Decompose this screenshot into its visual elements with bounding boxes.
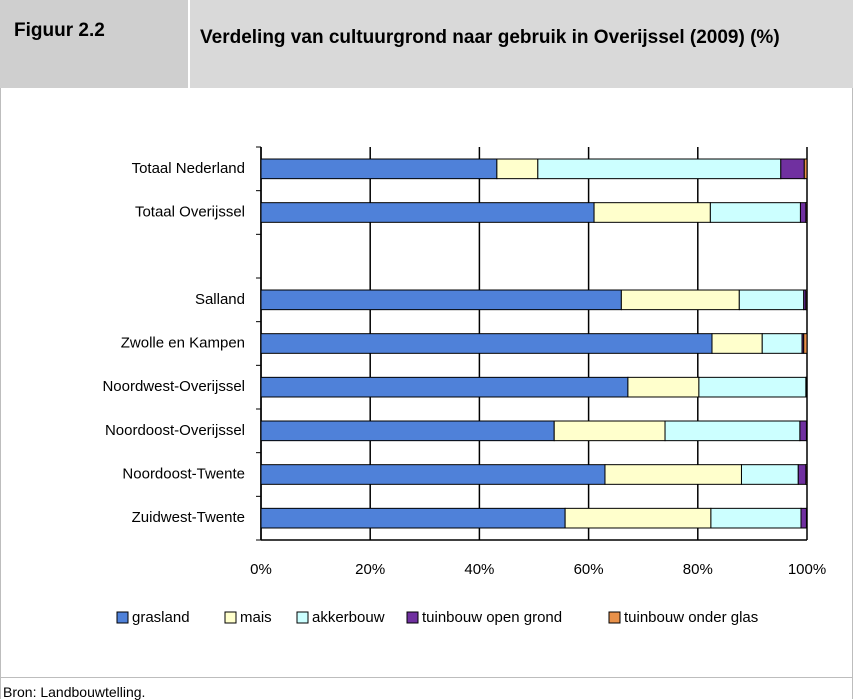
bar-segment xyxy=(260,289,622,311)
legend-label: tuinbouw onder glas xyxy=(624,609,758,626)
bar-segment xyxy=(761,333,803,354)
bar-segment xyxy=(260,464,606,485)
bar-segment xyxy=(740,464,799,485)
bar-segment xyxy=(805,202,808,223)
bar-segment xyxy=(797,464,807,485)
x-tick-label: 40% xyxy=(464,561,494,578)
bar-segment xyxy=(805,464,808,485)
legend-swatch xyxy=(224,611,237,624)
figure-label: Figuur 2.2 xyxy=(14,20,105,41)
bar-segment xyxy=(593,202,711,223)
y-tick-label: Noordoost-Twente xyxy=(122,465,245,482)
header: Figuur 2.2 Verdeling van cultuurgrond na… xyxy=(0,0,853,88)
figure-cell: Figuur 2.2 xyxy=(0,0,190,88)
bar-segment xyxy=(805,289,808,311)
bar-segment xyxy=(803,333,808,354)
bar-segment xyxy=(738,289,805,311)
legend-swatch xyxy=(296,611,309,624)
legend-label: akkerbouw xyxy=(312,609,385,626)
y-tick-label: Zuidwest-Twente xyxy=(132,509,245,526)
chart: 0% 20% 40% 60% 80% 100% Totaal Nederland Totaal… xyxy=(102,146,826,626)
bar-segment xyxy=(799,202,807,223)
y-tick-label: Salland xyxy=(195,291,245,308)
bar-segment xyxy=(780,158,805,180)
bar-segment xyxy=(260,420,555,442)
x-tick-label: 80% xyxy=(683,561,713,578)
source: Bron: Landbouwtelling. xyxy=(3,684,146,700)
legend-swatch xyxy=(406,611,419,624)
bar-segment xyxy=(805,507,808,529)
bar-segment xyxy=(805,420,808,442)
y-tick-label: Totaal Nederland xyxy=(132,160,245,177)
bar-segment xyxy=(260,376,629,398)
bar-segment xyxy=(553,420,666,442)
legend-swatch xyxy=(116,611,129,624)
x-tick-label: 20% xyxy=(355,561,385,578)
footer-rule xyxy=(0,677,853,678)
bar-segment xyxy=(604,464,742,485)
bar-segment xyxy=(711,333,763,354)
legend-label: grasland xyxy=(132,609,190,626)
bar-segment xyxy=(620,289,740,311)
bar-segment xyxy=(800,507,807,529)
legend-label: tuinbouw open grond xyxy=(422,609,562,626)
bar-segment xyxy=(664,420,801,442)
bar-segment xyxy=(537,158,782,180)
bar-segment xyxy=(698,376,807,398)
bar-segment xyxy=(709,202,801,223)
chart-title: Verdeling van cultuurgrond naar gebruik … xyxy=(200,27,780,48)
bar-segment xyxy=(564,507,712,529)
bar-segment xyxy=(496,158,539,180)
legend-swatch xyxy=(608,611,621,624)
y-tick-label: Totaal Overijssel xyxy=(135,203,245,220)
x-tick-label: 100% xyxy=(788,561,826,578)
y-tick-label: Noordoost-Overijssel xyxy=(105,422,245,439)
bar-segment xyxy=(710,507,802,529)
bar-segment xyxy=(260,202,595,223)
y-tick-label: Noordwest-Overijssel xyxy=(102,378,245,395)
x-tick-label: 60% xyxy=(574,561,604,578)
bar-segment xyxy=(260,507,566,529)
bar-segment xyxy=(260,333,713,354)
bar-segment xyxy=(805,376,808,398)
bar-segment xyxy=(260,158,498,180)
bar-segment xyxy=(799,420,807,442)
bar-segment xyxy=(627,376,700,398)
y-tick-label: Zwolle en Kampen xyxy=(121,334,245,351)
bar-segment xyxy=(803,158,808,180)
legend-label: mais xyxy=(240,609,272,626)
x-tick-label: 0% xyxy=(250,561,272,578)
